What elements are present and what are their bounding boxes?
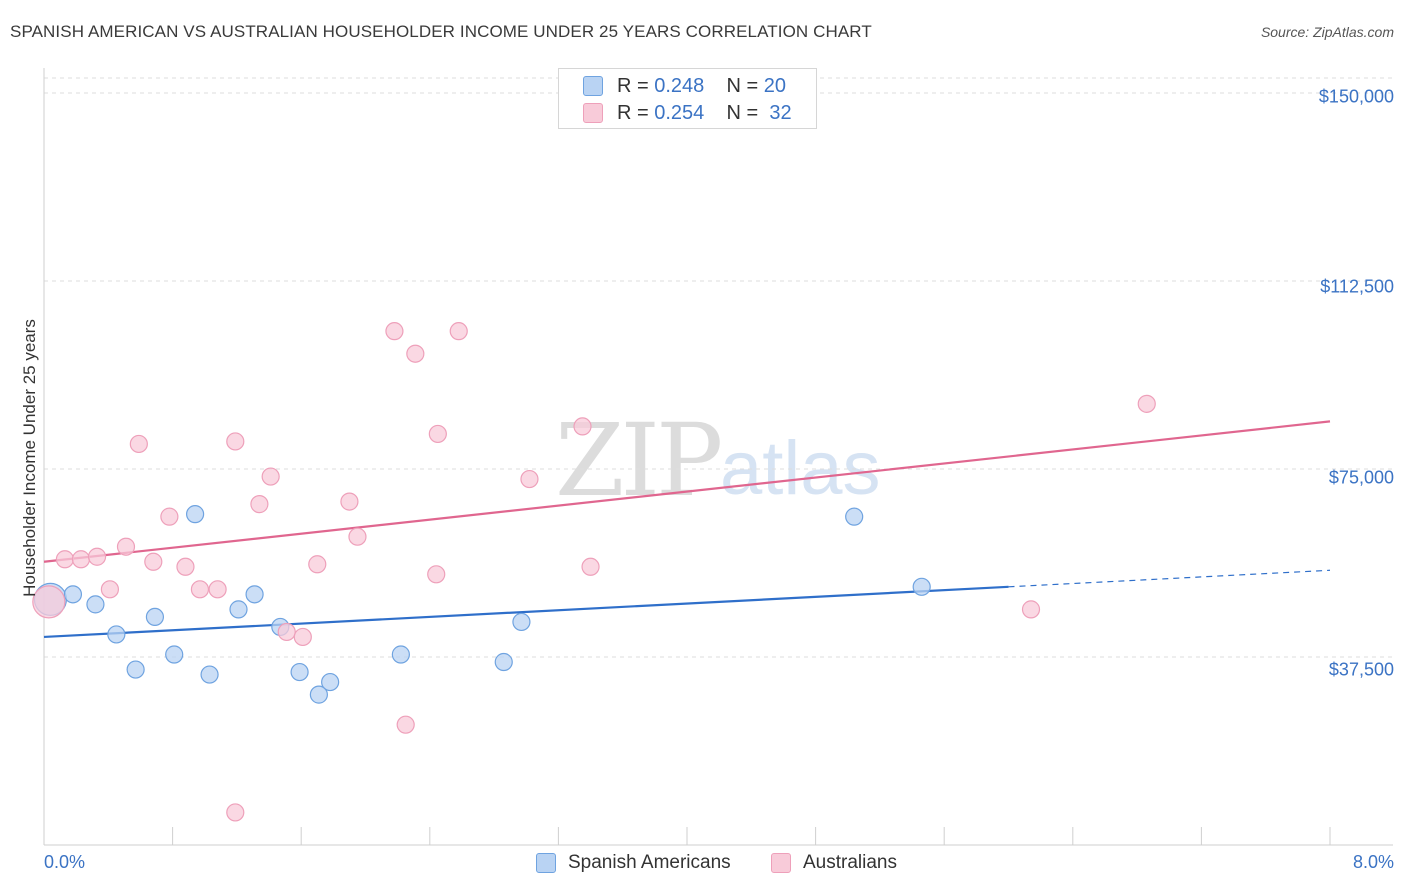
r-label: R =	[617, 102, 655, 124]
y-tick-label: $150,000	[1318, 86, 1394, 107]
data-point-australians	[100, 580, 120, 599]
data-point-australians	[340, 492, 359, 511]
y-axis-label: Householder Income Under 25 years	[20, 319, 39, 597]
data-point-australians	[308, 555, 327, 574]
r-value: 0.248	[654, 75, 705, 97]
trend-line-australians	[43, 420, 1331, 563]
data-point-spanish-americans	[290, 662, 309, 682]
source-label: Source: ZipAtlas.com	[1260, 24, 1394, 40]
n-value: 32	[769, 102, 792, 124]
data-point-australians	[32, 585, 66, 619]
data-point-australians	[396, 715, 415, 734]
data-point-australians	[406, 344, 425, 363]
data-point-spanish-americans	[107, 625, 126, 644]
data-point-spanish-americans	[200, 665, 219, 684]
data-point-spanish-americans	[145, 607, 165, 627]
data-points	[32, 322, 1156, 822]
data-point-australians	[87, 547, 107, 566]
trend-line-extension	[1008, 569, 1331, 588]
data-point-australians	[129, 434, 148, 454]
grid-lines	[44, 77, 1393, 658]
watermark-atlas: atlas	[720, 426, 881, 511]
data-point-spanish-americans	[186, 505, 205, 524]
data-point-australians	[226, 432, 245, 451]
data-point-spanish-americans	[229, 600, 248, 619]
x-tick-label-min: 0.0%	[44, 852, 86, 872]
n-label: N =	[726, 75, 764, 97]
legend-label: Australians	[803, 852, 897, 873]
data-point-australians	[160, 507, 179, 526]
data-point-australians	[573, 417, 592, 436]
legend-swatch-blue	[536, 853, 556, 873]
data-point-australians	[348, 527, 367, 546]
data-point-spanish-americans	[912, 577, 931, 596]
data-point-spanish-americans	[494, 652, 513, 672]
chart-title: SPANISH AMERICAN VS AUSTRALIAN HOUSEHOLD…	[10, 22, 872, 41]
data-point-australians	[226, 803, 245, 822]
data-point-australians	[581, 557, 600, 576]
data-point-australians	[176, 557, 195, 576]
data-point-spanish-americans	[845, 507, 864, 526]
data-point-spanish-americans	[309, 685, 328, 704]
data-point-australians	[190, 580, 210, 599]
data-point-spanish-americans	[512, 612, 531, 632]
data-point-australians	[55, 550, 74, 569]
n-label: N =	[726, 102, 764, 124]
legend-label: Spanish Americans	[568, 852, 731, 873]
data-point-australians	[1021, 600, 1041, 619]
legend-swatch-blue	[583, 76, 603, 96]
data-point-australians	[293, 627, 312, 647]
trend-line-spanish-americans	[43, 585, 1009, 639]
data-point-australians	[427, 565, 446, 584]
legend-swatch-pink	[583, 103, 603, 123]
data-point-australians	[261, 467, 280, 486]
x-tick-label-max: 8.0%	[1352, 852, 1394, 872]
data-point-australians	[208, 580, 227, 599]
y-tick-label: $37,500	[1328, 659, 1394, 680]
trend-lines	[43, 420, 1331, 639]
data-point-australians	[71, 550, 91, 569]
data-point-spanish-americans	[165, 645, 184, 664]
data-point-spanish-americans	[126, 660, 145, 679]
data-point-australians	[1137, 394, 1156, 413]
data-point-australians	[449, 322, 468, 341]
data-point-australians	[116, 537, 136, 556]
data-point-spanish-americans	[391, 645, 410, 664]
r-value: 0.254	[654, 102, 705, 124]
data-point-australians	[144, 552, 163, 571]
data-point-australians	[520, 469, 539, 489]
y-tick-label: $75,000	[1328, 467, 1394, 488]
n-value: 20	[763, 75, 787, 97]
y-tick-label: $112,500	[1320, 276, 1394, 297]
legend-swatch-pink	[771, 853, 791, 873]
data-point-australians	[428, 424, 447, 444]
data-point-australians	[250, 495, 269, 514]
data-point-australians	[385, 322, 404, 341]
r-label: R =	[617, 75, 655, 97]
data-point-spanish-americans	[321, 672, 340, 692]
data-point-australians	[277, 622, 296, 642]
axes	[43, 68, 1393, 846]
data-point-spanish-americans	[63, 585, 83, 604]
stats-legend: R = 0.248 N = 20 R = 0.254 N = 32	[558, 68, 817, 129]
data-point-spanish-americans	[245, 585, 264, 604]
data-point-spanish-americans	[86, 595, 105, 614]
